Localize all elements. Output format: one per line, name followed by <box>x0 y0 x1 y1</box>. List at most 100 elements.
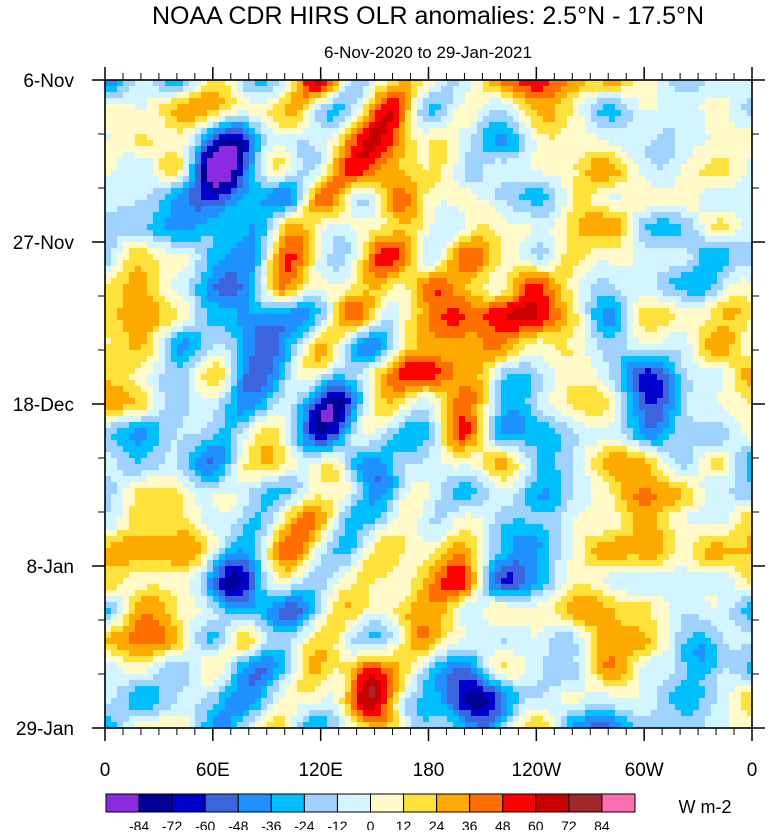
field-cell <box>729 248 736 255</box>
field-cell <box>417 170 424 177</box>
field-cell <box>261 86 268 93</box>
field-cell <box>381 224 388 231</box>
field-cell <box>189 338 196 345</box>
field-cell <box>609 344 616 351</box>
field-cell <box>705 242 712 249</box>
field-cell <box>687 212 694 219</box>
field-cell <box>627 110 634 117</box>
field-cell <box>735 332 742 339</box>
field-cell <box>579 344 586 351</box>
field-cell <box>483 80 490 87</box>
field-cell <box>525 92 532 99</box>
field-cell <box>663 188 670 195</box>
field-cell <box>549 98 556 105</box>
field-cell <box>693 92 700 99</box>
field-cell <box>573 92 580 99</box>
field-cell <box>411 320 418 327</box>
field-cell <box>687 188 694 195</box>
field-cell <box>327 200 334 207</box>
field-cell <box>117 266 124 273</box>
field-cell <box>459 284 466 291</box>
field-cell <box>651 200 658 207</box>
field-cell <box>117 80 124 87</box>
field-cell <box>261 344 268 351</box>
field-cell <box>405 320 412 327</box>
field-cell <box>711 242 718 249</box>
field-cell <box>165 260 172 267</box>
field-cell <box>507 128 514 135</box>
field-cell <box>213 248 220 255</box>
field-cell <box>579 302 586 309</box>
field-cell <box>447 128 454 135</box>
field-cell <box>219 236 226 243</box>
field-cell <box>549 146 556 153</box>
field-cell <box>747 236 753 243</box>
field-cell <box>519 146 526 153</box>
field-cell <box>105 356 112 363</box>
field-cell <box>411 224 418 231</box>
field-cell <box>645 122 652 129</box>
field-cell <box>459 182 466 189</box>
field-cell <box>357 92 364 99</box>
field-cell <box>669 296 676 303</box>
field-cell <box>651 146 658 153</box>
field-cell <box>327 128 334 135</box>
field-cell <box>537 308 544 315</box>
field-cell <box>159 230 166 237</box>
field-cell <box>633 176 640 183</box>
field-cell <box>201 104 208 111</box>
field-cell <box>609 218 616 225</box>
field-cell <box>681 272 688 279</box>
field-cell <box>171 332 178 339</box>
field-cell <box>459 98 466 105</box>
field-cell <box>441 116 448 123</box>
field-cell <box>633 164 640 171</box>
field-cell <box>645 326 652 333</box>
field-cell <box>297 266 304 273</box>
field-cell <box>567 266 574 273</box>
field-cell <box>153 218 160 225</box>
field-cell <box>585 158 592 165</box>
field-cell <box>375 248 382 255</box>
field-cell <box>321 116 328 123</box>
field-cell <box>243 302 250 309</box>
field-cell <box>627 344 634 351</box>
field-cell <box>723 92 730 99</box>
field-cell <box>585 170 592 177</box>
field-cell <box>303 164 310 171</box>
field-cell <box>363 260 370 267</box>
field-cell <box>195 146 202 153</box>
field-cell <box>645 320 652 327</box>
field-cell <box>183 260 190 267</box>
field-cell <box>561 176 568 183</box>
field-cell <box>687 248 694 255</box>
field-cell <box>429 170 436 177</box>
field-cell <box>369 308 376 315</box>
field-cell <box>507 86 514 93</box>
field-cell <box>177 326 184 333</box>
field-cell <box>411 176 418 183</box>
field-cell <box>243 110 250 117</box>
field-cell <box>417 338 424 345</box>
field-cell <box>597 110 604 117</box>
field-cell <box>429 230 436 237</box>
field-cell <box>165 116 172 123</box>
field-cell <box>627 296 634 303</box>
field-cell <box>537 296 544 303</box>
field-cell <box>153 260 160 267</box>
field-cell <box>381 80 388 87</box>
field-cell <box>579 194 586 201</box>
field-cell <box>525 284 532 291</box>
field-cell <box>285 242 292 249</box>
field-cell <box>183 344 190 351</box>
field-cell <box>591 302 598 309</box>
field-cell <box>525 206 532 213</box>
field-cell <box>225 116 232 123</box>
field-cell <box>519 218 526 225</box>
field-cell <box>603 116 610 123</box>
field-cell <box>393 122 400 129</box>
field-cell <box>399 206 406 213</box>
field-cell <box>609 320 616 327</box>
field-cell <box>351 296 358 303</box>
field-cell <box>657 122 664 129</box>
